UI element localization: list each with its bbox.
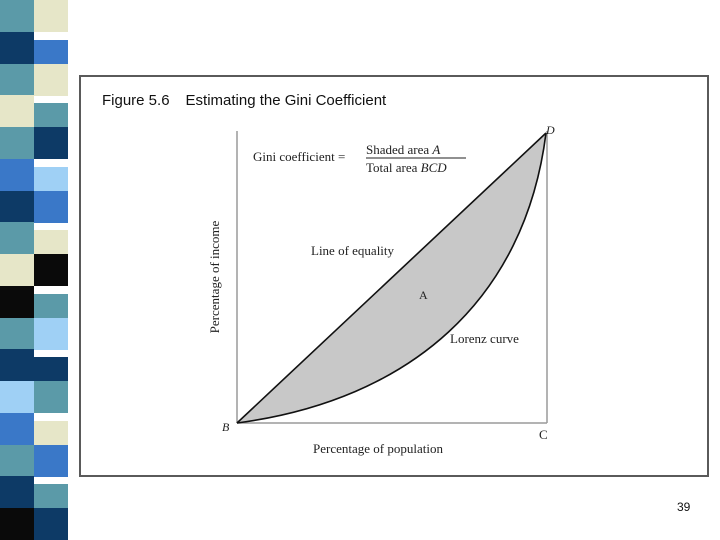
stripe-block [0,412,34,445]
point-c-label: C [539,427,548,442]
formula-denominator: Total area BCD [366,160,447,175]
stripe-block [0,476,34,509]
stripe-block [0,381,34,414]
stripe-block [0,222,34,255]
area-a-label: A [419,288,428,302]
stripe-block [34,254,68,287]
stripe-block [0,31,34,64]
stripe-block [0,63,34,96]
stripe-block [0,508,34,540]
stripe-block [0,285,34,318]
figure-title: Figure 5.6 Estimating the Gini Coefficien… [102,92,386,109]
point-b-label: B [222,420,230,434]
y-axis-label: Percentage of income [207,220,222,333]
stripe-block [0,158,34,191]
formula-numerator: Shaded area A [366,142,440,157]
stripe-block [0,317,34,350]
lorenz-curve [236,132,547,424]
line-of-equality [236,132,547,424]
stripe-block [0,127,34,160]
stripe-block [34,508,68,540]
stripe-block [0,190,34,223]
figure-number: Figure 5.6 [102,92,170,109]
page-number: 39 [677,500,691,514]
point-d-label: D [545,123,555,137]
formula-lhs: Gini coefficient = [253,149,345,164]
stripe-block [34,127,68,160]
lorenz-curve-label: Lorenz curve [450,331,519,346]
stripe-block [34,381,68,414]
stripe-block [34,190,68,223]
stripe-block [0,349,34,382]
figure-caption: Estimating the Gini Coefficient [185,92,387,109]
line-of-equality-label: Line of equality [311,243,395,258]
stripe-block [0,0,34,32]
stripe-block [0,95,34,128]
x-axis-label: Percentage of population [313,441,443,456]
stripe-block [34,317,68,350]
stripe-block [0,444,34,477]
stripe-block [34,63,68,96]
stripe-block [0,254,34,287]
stripe-block [34,444,68,477]
decorative-color-stripe [0,0,70,540]
stripe-block [34,0,68,32]
